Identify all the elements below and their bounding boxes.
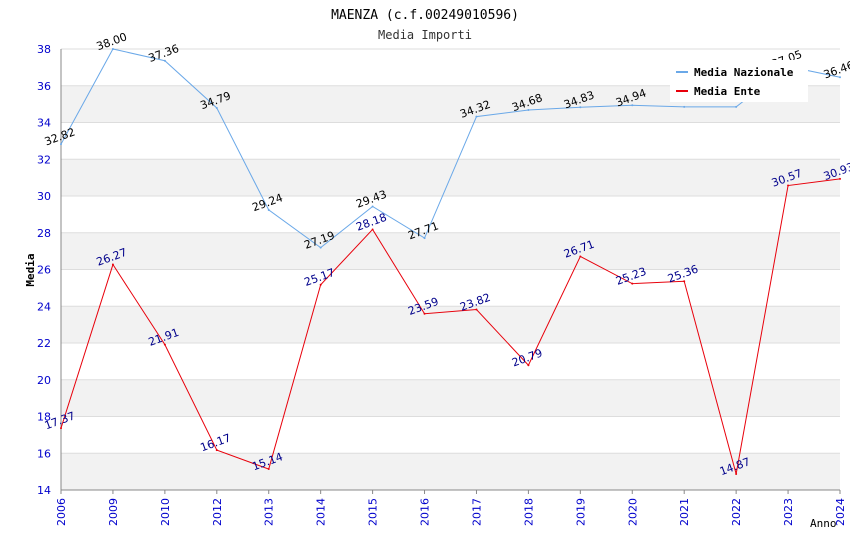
data-point — [683, 105, 686, 108]
chart-subtitle: Media Importi — [378, 28, 472, 42]
data-point — [371, 205, 374, 208]
axes — [60, 49, 841, 494]
data-label: 36.46 — [822, 59, 850, 82]
x-tick-label: 2021 — [678, 498, 691, 526]
data-point — [215, 449, 218, 452]
y-tick-label: 16 — [37, 447, 51, 460]
data-point — [735, 473, 738, 476]
data-point — [787, 184, 790, 187]
x-tick-label: 2013 — [263, 498, 276, 526]
x-tick-label: 2024 — [834, 498, 847, 526]
y-tick-label: 20 — [37, 374, 51, 387]
data-point — [267, 208, 270, 211]
x-tick-label: 2015 — [367, 498, 380, 526]
data-point — [215, 106, 218, 109]
data-point — [631, 104, 634, 107]
y-tick-label: 34 — [37, 117, 51, 130]
y-tick-label: 28 — [37, 227, 51, 240]
x-tick-labels: 2006 2009 2010 2012 2013 2014 2015 2016 2017 2018… — [55, 498, 847, 526]
data-point — [60, 143, 62, 146]
data-point — [475, 308, 478, 311]
data-point — [579, 255, 582, 258]
x-tick-label: 2014 — [315, 498, 328, 526]
x-tick-label: 2022 — [730, 498, 743, 526]
x-tick-label: 2012 — [211, 498, 224, 526]
series-line-ente — [60, 178, 841, 475]
series-line-nazionale — [60, 48, 841, 249]
y-tick-label: 18 — [37, 411, 51, 424]
grid-band — [61, 232, 840, 270]
data-point — [579, 106, 582, 109]
x-tick-label: 2018 — [522, 498, 535, 526]
x-tick-label: 2016 — [419, 498, 432, 526]
y-tick-label: 24 — [37, 300, 51, 313]
data-point — [631, 282, 634, 285]
grid-band — [61, 306, 840, 343]
data-label: 37.36 — [147, 42, 181, 65]
data-point — [111, 263, 114, 266]
data-point — [683, 280, 686, 283]
data-point — [735, 105, 738, 108]
data-point — [267, 468, 270, 471]
data-label: 16.17 — [199, 431, 233, 454]
legend: Media Nazionale Media Ente — [670, 60, 808, 102]
series-lines — [60, 48, 841, 476]
legend-label-ente: Media Ente — [694, 85, 761, 98]
grid-bands — [61, 85, 840, 490]
y-tick-labels: 14 16 18 20 22 24 26 28 30 32 34 36 38 — [37, 43, 51, 497]
data-point — [60, 427, 62, 430]
x-tick-label: 2017 — [470, 498, 483, 526]
data-point — [319, 246, 322, 249]
data-point — [423, 312, 426, 315]
grid-band — [61, 379, 840, 417]
data-point — [475, 115, 478, 118]
chart-title: MAENZA (c.f.00249010596) — [331, 8, 519, 23]
data-point — [319, 283, 322, 286]
data-point — [371, 228, 374, 231]
data-point — [527, 109, 530, 112]
x-tick-label: 2009 — [107, 498, 120, 526]
x-axis-label: Anno — [810, 517, 837, 530]
legend-box — [670, 60, 808, 102]
data-point — [163, 59, 166, 62]
data-point — [423, 237, 426, 240]
x-tick-label: 2010 — [159, 498, 172, 526]
legend-label-nazionale: Media Nazionale — [694, 66, 794, 79]
y-tick-label: 30 — [37, 190, 51, 203]
data-point — [839, 76, 841, 79]
y-tick-label: 32 — [37, 153, 51, 166]
y-tick-label: 14 — [37, 484, 51, 497]
data-label: 38.00 — [95, 30, 129, 53]
y-tick-label: 36 — [37, 80, 51, 93]
grid-band — [61, 453, 840, 490]
x-tick-label: 2006 — [55, 498, 68, 526]
data-point — [839, 177, 841, 180]
x-tick-label: 2019 — [574, 498, 587, 526]
x-tick-label: 2023 — [782, 498, 795, 526]
y-tick-label: 22 — [37, 337, 51, 350]
data-point — [163, 343, 166, 346]
y-axis-label: Media — [24, 253, 37, 286]
data-label: 20.79 — [510, 346, 544, 369]
data-point — [111, 48, 114, 50]
x-tick-label: 2020 — [626, 498, 639, 526]
data-point — [527, 364, 530, 367]
y-tick-label: 26 — [37, 264, 51, 277]
y-tick-label: 38 — [37, 43, 51, 56]
